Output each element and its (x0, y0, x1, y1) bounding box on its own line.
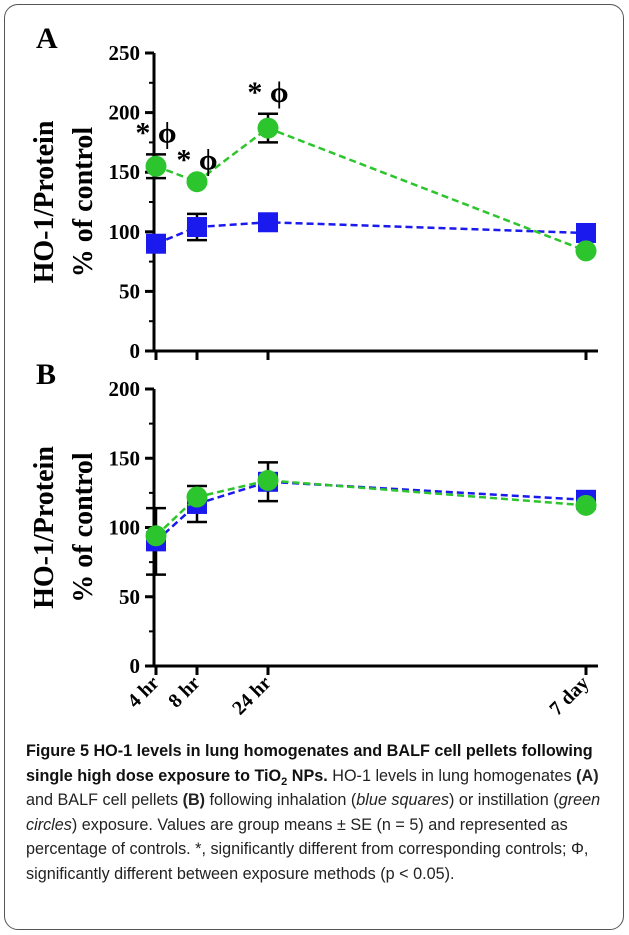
figure-frame (4, 4, 624, 930)
panel-b-xtick-label: 8 hr (164, 672, 204, 712)
panel-a-significance-mark: * ϕ (176, 144, 217, 177)
panel-a-square-marker (576, 222, 596, 243)
caption-text-2: and BALF cell pellets (26, 791, 183, 810)
panel-a-series-squares-line (155, 221, 587, 245)
panel-a-ytick-label: 50 (119, 279, 140, 303)
panel-b-series-circles-line (155, 479, 587, 537)
panel-a-ytick-label: 0 (130, 339, 141, 363)
caption-green-circles: green circles (26, 791, 601, 834)
panel-b-circle-marker (575, 494, 597, 516)
panel-a-circle-marker (575, 240, 597, 262)
figure-5-charts: A 0 50 100 150 200 250 HO-1/Protein % of control… (29, 22, 598, 720)
panel-b-ytick-label: 200 (109, 377, 141, 401)
caption-text-5: ) exposure. Values are group means ± SE … (26, 815, 589, 883)
panel-a-series-circles-line (155, 126, 587, 253)
panel-b-circle-marker (257, 469, 279, 491)
caption-text-3: following inhalation ( (205, 791, 357, 810)
panel-a-ytick-label: 150 (109, 160, 141, 184)
panel-b-ylabel-line-1: HO-1/Protein (29, 446, 60, 609)
panel-b-ytick-label: 100 (109, 516, 141, 540)
panel-b-label: B (36, 358, 56, 391)
panel-b-circle-marker (145, 525, 167, 547)
panel-a-ytick-label: 100 (109, 220, 141, 244)
figure-caption: Figure 5 HO-1 levels in lung homogenates… (26, 739, 604, 887)
panel-a-ytick-label: 200 (109, 101, 141, 125)
caption-panel-a-ref: (A) (576, 766, 599, 785)
panel-a-significance-mark: * ϕ (135, 116, 176, 149)
panel-a-square-marker (146, 233, 166, 254)
panel-b-ytick-label: 50 (119, 585, 140, 609)
caption-text-4: ) or instillation ( (448, 791, 559, 810)
panel-b-ytick-label: 150 (109, 446, 141, 470)
panel-a-significance-mark: * ϕ (247, 76, 288, 109)
panel-a-circle-marker (145, 155, 167, 177)
panel-b-series-squares-line (155, 480, 587, 543)
panel-b-circle-marker (186, 486, 208, 508)
panel-a-label: A (36, 22, 58, 55)
panel-b-xtick-label: 7 day (545, 672, 593, 720)
panel-b-ytick-label: 0 (130, 654, 141, 678)
caption-text-1: HO-1 levels in lung homogenates (327, 766, 577, 785)
panel-b-xtick-label: 24 hr (228, 672, 275, 719)
panel-a-square-marker (258, 212, 278, 233)
caption-blue-squares: blue squares (356, 791, 449, 810)
caption-panel-b-ref: (B) (182, 791, 206, 810)
caption-title: Figure 5 HO-1 levels in lung homogenates… (26, 742, 593, 788)
panel-a-ylabel-line-2: % of control (68, 127, 99, 278)
panel-a-ytick-label: 250 (109, 41, 141, 65)
panel-a-circle-marker (257, 117, 279, 139)
panel-b-ylabel-line-2: % of control (68, 452, 99, 603)
panel-a-square-marker (187, 217, 207, 238)
panel-a-circle-marker (186, 171, 208, 193)
panel-a-ylabel-line-1: HO-1/Protein (29, 120, 60, 283)
